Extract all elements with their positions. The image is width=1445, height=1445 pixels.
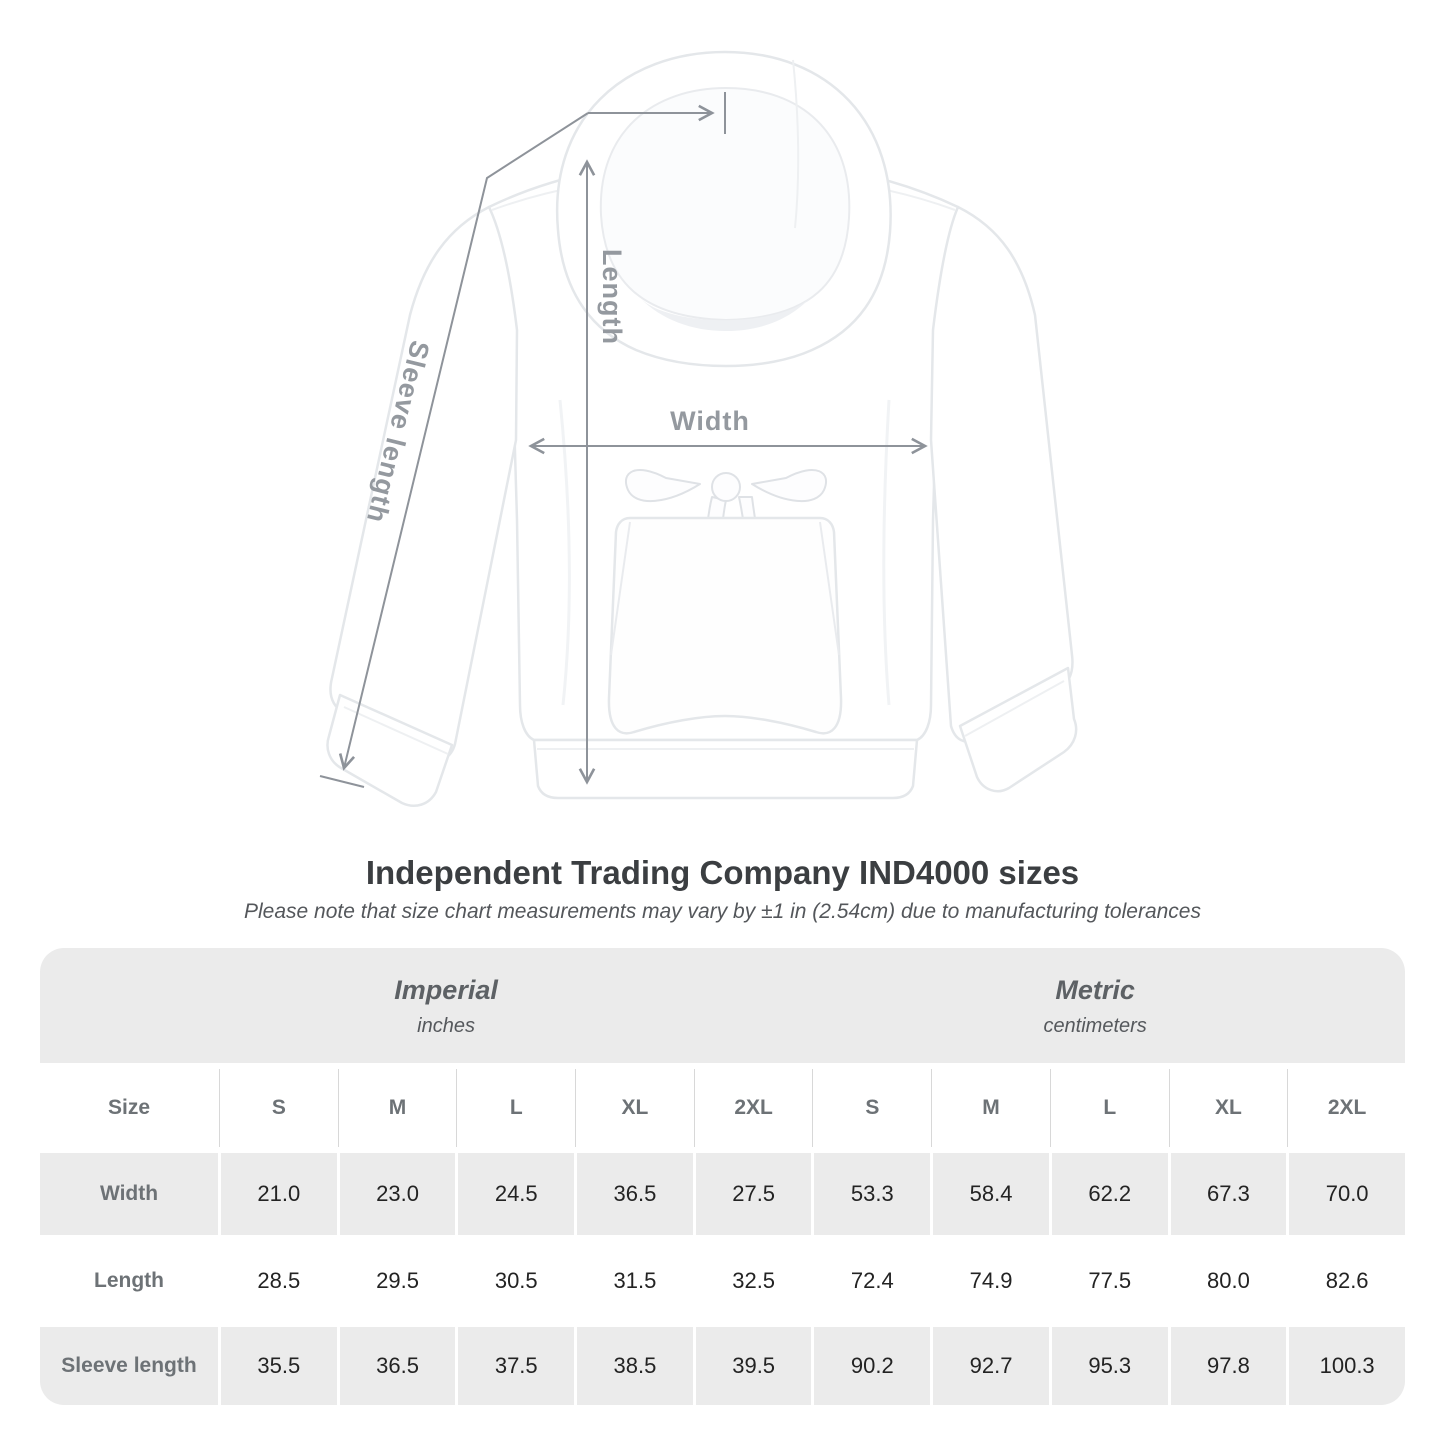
table-cell: 77.5 [1051, 1240, 1168, 1322]
column-header: 2XL [693, 1068, 812, 1148]
size-table: Imperial inches Metric centimeters Size S… [40, 948, 1405, 1405]
table-cell: 38.5 [577, 1327, 693, 1405]
metric-unit: centimeters [1043, 1015, 1147, 1037]
column-header: M [337, 1068, 456, 1148]
table-cell: 29.5 [339, 1240, 456, 1322]
table-cell: 37.5 [458, 1327, 575, 1405]
row-label: Width [40, 1153, 218, 1235]
column-header: 2XL [1287, 1068, 1405, 1148]
table-cell: 67.3 [1170, 1153, 1287, 1235]
table-cell: 24.5 [458, 1153, 575, 1235]
hoodie-right-cuff [958, 666, 1078, 793]
table-cell: 30.5 [458, 1240, 575, 1322]
measurement-annotations [319, 92, 928, 788]
sleeve-length-end-tick [319, 775, 365, 788]
hoodie-hem [532, 738, 919, 800]
imperial-label: Imperial [394, 975, 498, 1005]
page-title: Independent Trading Company IND4000 size… [365, 854, 1080, 891]
table-cell: 72.4 [814, 1240, 931, 1322]
table-cell: 95.3 [1051, 1327, 1168, 1405]
hoodie-hood-opening [599, 87, 851, 321]
row-label: Length [40, 1240, 218, 1322]
table-cell: 31.5 [577, 1240, 693, 1322]
table-cell: 90.2 [814, 1327, 931, 1405]
table-cell: 35.5 [221, 1327, 337, 1405]
metric-label: Metric [1055, 975, 1135, 1005]
table-cell: 70.0 [1289, 1153, 1405, 1235]
size-column-header: Size [40, 1068, 218, 1148]
table-cell: 80.0 [1170, 1240, 1287, 1322]
table-cell: 100.3 [1289, 1327, 1405, 1405]
column-header: S [219, 1068, 337, 1148]
table-cell: 36.5 [339, 1327, 456, 1405]
size-diagram: Length Width Sleeve length [319, 50, 1078, 807]
table-cell: 28.5 [221, 1240, 337, 1322]
column-header: L [456, 1068, 575, 1148]
width-label: Width [670, 406, 750, 436]
hoodie-right-sleeve [929, 205, 1074, 743]
column-header: XL [1168, 1068, 1287, 1148]
table-cell: 21.0 [221, 1153, 337, 1235]
row-label: Sleeve length [40, 1327, 218, 1405]
table-cell: 53.3 [814, 1153, 931, 1235]
units-band: Imperial inches Metric centimeters [40, 948, 1405, 1063]
sleeve-length-line [338, 112, 589, 771]
table-cell: 92.7 [933, 1327, 1049, 1405]
hoodie-left-cuff [326, 693, 454, 807]
hoodie-left-sleeve [329, 205, 519, 761]
table-cell: 23.0 [339, 1153, 456, 1235]
hoodie-illustration [326, 50, 1078, 807]
imperial-unit: inches [417, 1015, 475, 1037]
column-header: S [812, 1068, 931, 1148]
imperial-unit-group: Imperial inches [40, 948, 852, 1063]
table-cell: 62.2 [1051, 1153, 1168, 1235]
table-cell: 39.5 [695, 1327, 812, 1405]
table-cell: 32.5 [695, 1240, 812, 1322]
table-cell: 27.5 [695, 1153, 812, 1235]
length-label: Length [597, 249, 627, 345]
column-header: M [931, 1068, 1049, 1148]
table-cell: 58.4 [933, 1153, 1049, 1235]
table-cell: 36.5 [577, 1153, 693, 1235]
column-header: XL [575, 1068, 693, 1148]
table-cell: 74.9 [933, 1240, 1049, 1322]
table-cell: 82.6 [1289, 1240, 1405, 1322]
table-cell: 97.8 [1170, 1327, 1287, 1405]
hoodie-pocket [607, 516, 843, 735]
page-subtitle: Please note that size chart measurements… [244, 900, 1201, 923]
metric-unit-group: Metric centimeters [785, 948, 1405, 1063]
column-header: L [1049, 1068, 1168, 1148]
